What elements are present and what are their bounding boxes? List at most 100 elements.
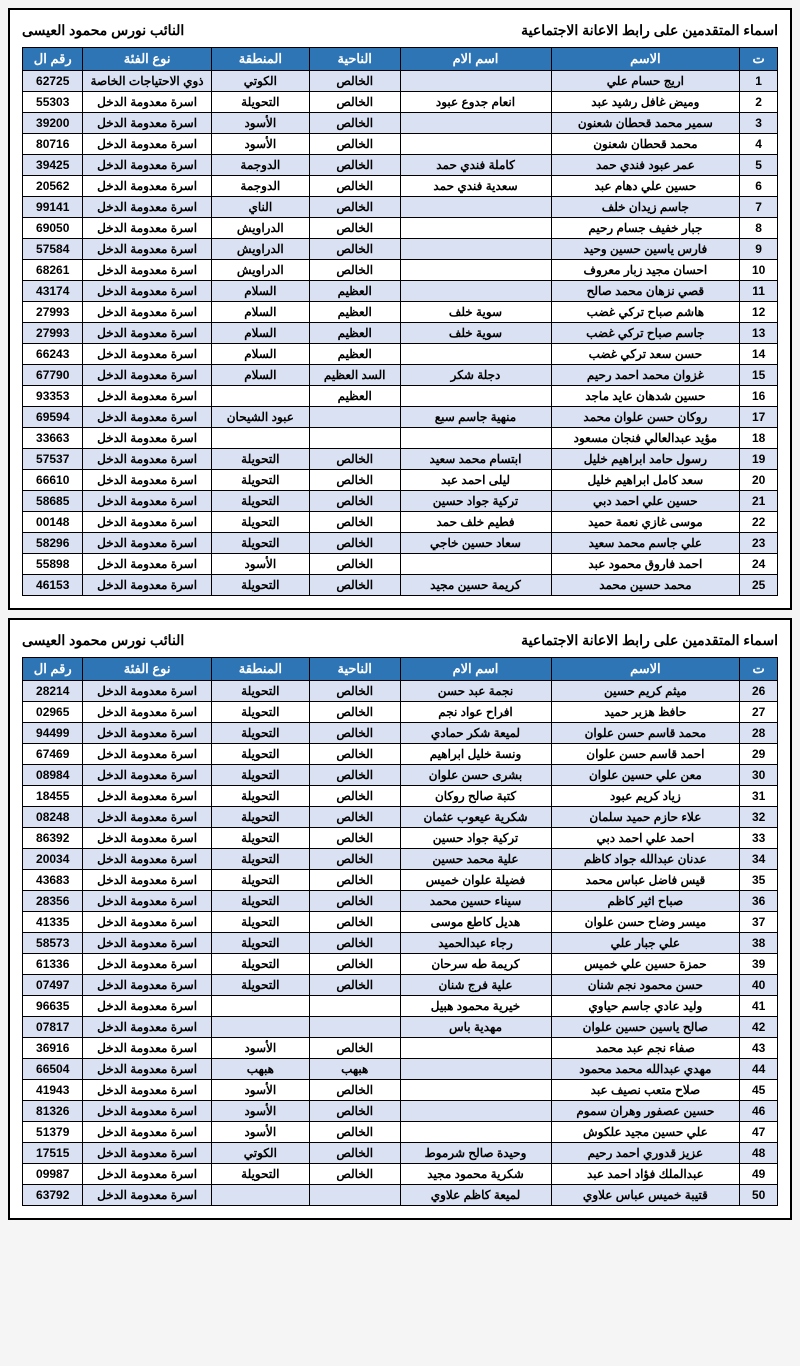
cell: 94499 (23, 723, 83, 744)
header-cell: الاسم (551, 48, 740, 71)
table-row: 47علي حسين مجيد علكوشالخالصالأسوداسرة مع… (23, 1122, 778, 1143)
cell: العظيم (309, 323, 400, 344)
cell: 55898 (23, 554, 83, 575)
cell (400, 1038, 551, 1059)
cell: الخالص (309, 786, 400, 807)
cell: 66243 (23, 344, 83, 365)
cell: هاشم صباح تركي غضب (551, 302, 740, 323)
cell: الخالص (309, 1038, 400, 1059)
cell: الخالص (309, 218, 400, 239)
header-cell: الناحية (309, 48, 400, 71)
header-cell: رقم ال (23, 658, 83, 681)
cell: 25 (740, 575, 778, 596)
header-cell: الناحية (309, 658, 400, 681)
cell: وميض غافل رشيد عبد (551, 92, 740, 113)
cell: اسرة معدومة الدخل (83, 449, 211, 470)
table-row: 46حسين عصفور وهران سمومالخالصالأسوداسرة … (23, 1101, 778, 1122)
cell: التحويلة (211, 807, 309, 828)
titles-row: اسماء المتقدمين على رابط الاعانة الاجتما… (22, 632, 778, 649)
cell: 21 (740, 491, 778, 512)
cell: عبدالملك فؤاد احمد عبد (551, 1164, 740, 1185)
cell (309, 428, 400, 449)
cell: خيرية محمود هبيل (400, 996, 551, 1017)
cell: 57584 (23, 239, 83, 260)
cell: 67790 (23, 365, 83, 386)
cell: 17515 (23, 1143, 83, 1164)
cell: 27993 (23, 302, 83, 323)
cell: قيس فاضل عباس محمد (551, 870, 740, 891)
cell: 41 (740, 996, 778, 1017)
cell: 38 (740, 933, 778, 954)
cell: 50 (740, 1185, 778, 1206)
cell: 81326 (23, 1101, 83, 1122)
cell: الأسود (211, 113, 309, 134)
cell: 58685 (23, 491, 83, 512)
cell: 07497 (23, 975, 83, 996)
cell: اسرة معدومة الدخل (83, 575, 211, 596)
cell: مهدي عبدالله محمد محمود (551, 1059, 740, 1080)
cell (211, 386, 309, 407)
cell: 39 (740, 954, 778, 975)
cell: وليد عادي جاسم حياوي (551, 996, 740, 1017)
cell: التحويلة (211, 723, 309, 744)
cell: عبود الشيحان (211, 407, 309, 428)
cell: جبار خفيف جسام رحيم (551, 218, 740, 239)
cell: حسن محمود نجم شنان (551, 975, 740, 996)
cell: اسرة معدومة الدخل (83, 933, 211, 954)
cell: السلام (211, 344, 309, 365)
cell: العظيم (309, 302, 400, 323)
cell: اسرة معدومة الدخل (83, 912, 211, 933)
cell: اسرة معدومة الدخل (83, 176, 211, 197)
cell: الخالص (309, 554, 400, 575)
cell: الخالص (309, 1122, 400, 1143)
table-row: 29احمد قاسم حسن علوانونسة خليل ابراهيمال… (23, 744, 778, 765)
table-row: 3سمير محمد قحطان شعنونالخالصالأسوداسرة م… (23, 113, 778, 134)
cell: علية محمد حسين (400, 849, 551, 870)
cell: 10 (740, 260, 778, 281)
cell: اسرة معدومة الدخل (83, 239, 211, 260)
cell: 02965 (23, 702, 83, 723)
cell: اسرة معدومة الدخل (83, 765, 211, 786)
cell: الخالص (309, 744, 400, 765)
header-cell: الاسم (551, 658, 740, 681)
header-cell: ت (740, 48, 778, 71)
cell: الخالص (309, 807, 400, 828)
cell: حمزة حسين علي خميس (551, 954, 740, 975)
cell: فطيم خلف حمد (400, 512, 551, 533)
cell: 2 (740, 92, 778, 113)
cell (400, 1080, 551, 1101)
table-row: 33احمد علي احمد دبيتركية جواد حسينالخالص… (23, 828, 778, 849)
cell: الخالص (309, 197, 400, 218)
cell: الدوجمة (211, 155, 309, 176)
cell: انعام جدوع عبود (400, 92, 551, 113)
cell: غزوان محمد احمد رحيم (551, 365, 740, 386)
cell: الخالص (309, 449, 400, 470)
cell: عدنان عبدالله جواد كاظم (551, 849, 740, 870)
cell (309, 1017, 400, 1038)
cell: اسرة معدومة الدخل (83, 470, 211, 491)
table-row: 32علاء حازم حميد سلمانشكرية عيعوب عثمانا… (23, 807, 778, 828)
cell: 99141 (23, 197, 83, 218)
table-row: 13جاسم صباح تركي غضبسوية خلفالعظيمالسلام… (23, 323, 778, 344)
cell: صلاح متعب نصيف عبد (551, 1080, 740, 1101)
cell: ابتسام محمد سعيد (400, 449, 551, 470)
cell: التحويلة (211, 765, 309, 786)
cell: الخالص (309, 176, 400, 197)
cell: 69050 (23, 218, 83, 239)
cell: 17 (740, 407, 778, 428)
cell: موسى غازي نعمة حميد (551, 512, 740, 533)
cell: 4 (740, 134, 778, 155)
cell: علي حسين مجيد علكوش (551, 1122, 740, 1143)
table-row: 37ميسر وضاح حسن علوانهديل كاطع موسىالخال… (23, 912, 778, 933)
cell: حسين عصفور وهران سموم (551, 1101, 740, 1122)
cell: اسرة معدومة الدخل (83, 1038, 211, 1059)
cell: اسرة معدومة الدخل (83, 744, 211, 765)
cell: احمد قاسم حسن علوان (551, 744, 740, 765)
cell: 80716 (23, 134, 83, 155)
table-row: 12هاشم صباح تركي غضبسوية خلفالعظيمالسلام… (23, 302, 778, 323)
cell (400, 260, 551, 281)
cell: الخالص (309, 92, 400, 113)
cell: 46 (740, 1101, 778, 1122)
cell: 00148 (23, 512, 83, 533)
cell: احسان مجيد زبار معروف (551, 260, 740, 281)
